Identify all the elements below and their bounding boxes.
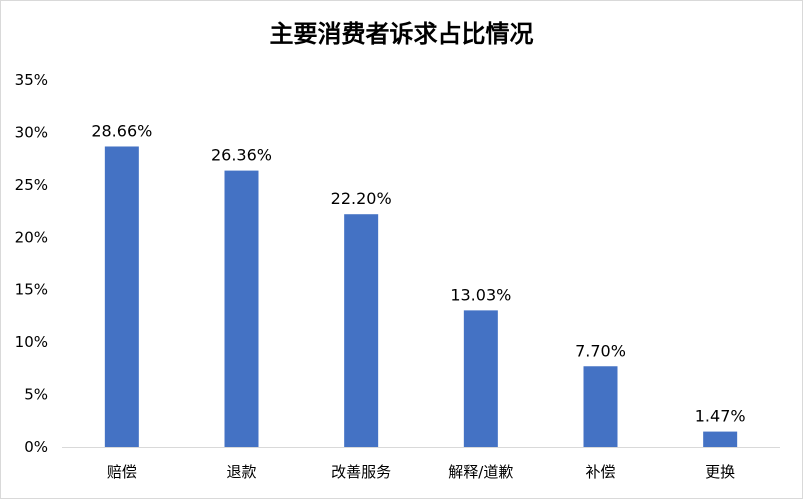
y-tick-label: 35%	[15, 71, 48, 89]
bar	[703, 431, 738, 447]
y-tick-label: 30%	[15, 123, 48, 141]
bar	[344, 214, 379, 447]
bar	[463, 310, 498, 447]
y-tick-label: 15%	[15, 281, 48, 299]
y-tick-label: 10%	[15, 333, 48, 351]
y-tick-label: 20%	[15, 228, 48, 246]
y-tick-label: 25%	[15, 176, 48, 194]
category-label: 补偿	[585, 463, 615, 481]
bar	[104, 146, 139, 447]
data-label: 26.36%	[211, 146, 272, 165]
bar	[583, 366, 618, 447]
y-tick-label: 0%	[24, 438, 48, 456]
data-label: 1.47%	[695, 407, 746, 426]
data-label: 7.70%	[575, 341, 626, 360]
category-labels: 赔偿 退款 改善服务 解释/道歉 补偿 更换	[107, 463, 735, 481]
data-label: 13.03%	[450, 285, 511, 304]
data-label: 22.20%	[331, 189, 392, 208]
bar	[224, 170, 259, 448]
data-labels: 28.66% 26.36% 22.20% 13.03% 7.70% 1.47%	[91, 121, 745, 425]
category-label: 更换	[705, 463, 735, 481]
bars	[104, 146, 738, 448]
data-label: 28.66%	[91, 121, 152, 140]
y-axis-ticks: 0% 5% 10% 15% 20% 25% 30% 35%	[15, 71, 48, 456]
category-label: 解释/道歉	[448, 463, 513, 481]
category-label: 改善服务	[331, 463, 391, 481]
chart-title: 主要消费者诉求占比情况	[269, 19, 534, 48]
category-label: 赔偿	[107, 463, 137, 481]
category-label: 退款	[226, 463, 256, 481]
y-tick-label: 5%	[24, 386, 48, 404]
